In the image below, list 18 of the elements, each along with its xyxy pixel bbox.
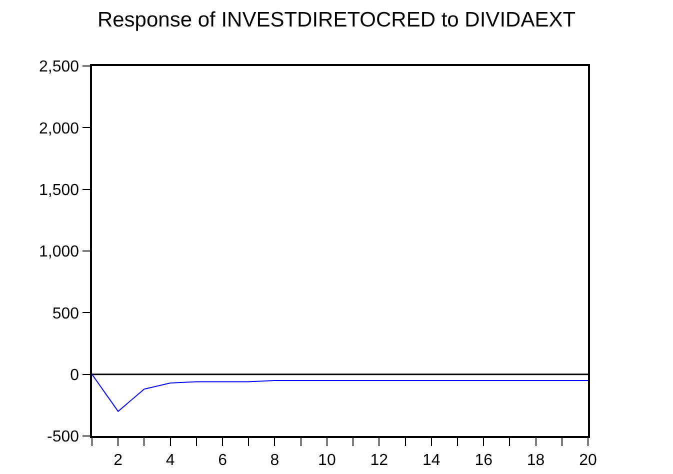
x-tick-label: 16 (474, 452, 493, 469)
chart-title: Response of INVESTDIRETOCRED to DIVIDAEXT (97, 8, 576, 32)
x-tick-label: 4 (166, 452, 175, 469)
x-tick-label: 20 (579, 452, 597, 469)
y-tick-label: 0 (70, 366, 80, 384)
x-tick-label: 10 (318, 452, 336, 469)
x-tick-label: 12 (370, 452, 388, 469)
y-tick-label: 1,500 (39, 182, 80, 199)
x-tick-label: 14 (422, 452, 440, 469)
y-tick-label: 1,000 (39, 244, 80, 261)
x-tick-label: 2 (114, 452, 123, 469)
x-tick-label: 6 (218, 452, 228, 469)
y-tick-label: 2,500 (39, 58, 80, 76)
x-tick-label: 18 (526, 452, 545, 469)
y-tick-label: 2,000 (39, 120, 80, 138)
y-tick-label: 500 (52, 305, 80, 322)
x-tick-label: 8 (270, 452, 280, 469)
y-tick-label: -500 (47, 428, 80, 446)
